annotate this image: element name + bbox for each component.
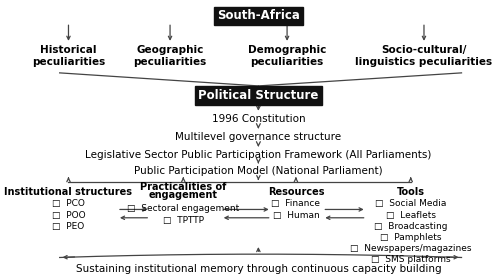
Text: Political Structure: Political Structure <box>198 88 318 102</box>
Text: Institutional structures: Institutional structures <box>4 187 132 197</box>
Text: □  PEO: □ PEO <box>52 222 84 231</box>
Text: □  PCO: □ PCO <box>52 199 85 208</box>
Text: Historical
peculiarities: Historical peculiarities <box>32 45 105 67</box>
Text: Tools: Tools <box>396 187 424 197</box>
Text: □  POO: □ POO <box>52 211 86 220</box>
Text: □  Broadcasting: □ Broadcasting <box>374 222 448 231</box>
Text: Multilevel governance structure: Multilevel governance structure <box>176 132 342 142</box>
Text: engagement: engagement <box>149 190 218 200</box>
Text: □  TPTTP: □ TPTTP <box>163 215 204 225</box>
Text: Socio-cultural/
linguistics peculiarities: Socio-cultural/ linguistics peculiaritie… <box>356 45 492 67</box>
Text: South-Africa: South-Africa <box>217 9 300 23</box>
Text: Resources: Resources <box>268 187 324 197</box>
Text: □  SMS platforms: □ SMS platforms <box>371 255 450 264</box>
Text: □  Leaflets: □ Leaflets <box>386 211 436 220</box>
Text: □  Pamphlets: □ Pamphlets <box>380 233 442 242</box>
Text: Demographic
peculiarities: Demographic peculiarities <box>248 45 326 67</box>
Text: Public Participation Model (National Parliament): Public Participation Model (National Par… <box>134 167 382 176</box>
Text: □  Finance: □ Finance <box>272 199 320 208</box>
Text: Legislative Sector Public Participation Framework (All Parliaments): Legislative Sector Public Participation … <box>85 150 432 160</box>
Text: □  Newspapers/magazines: □ Newspapers/magazines <box>350 244 472 253</box>
Text: Geographic
peculiarities: Geographic peculiarities <box>134 45 206 67</box>
Text: Practicalities of: Practicalities of <box>140 182 226 192</box>
Text: □  Social Media: □ Social Media <box>375 199 446 208</box>
Text: 1996 Constitution: 1996 Constitution <box>212 114 305 124</box>
Text: □  Sectoral engagement: □ Sectoral engagement <box>127 205 240 213</box>
Text: □  Human: □ Human <box>272 211 320 220</box>
Text: Sustaining institutional memory through continuous capacity building: Sustaining institutional memory through … <box>76 264 441 275</box>
